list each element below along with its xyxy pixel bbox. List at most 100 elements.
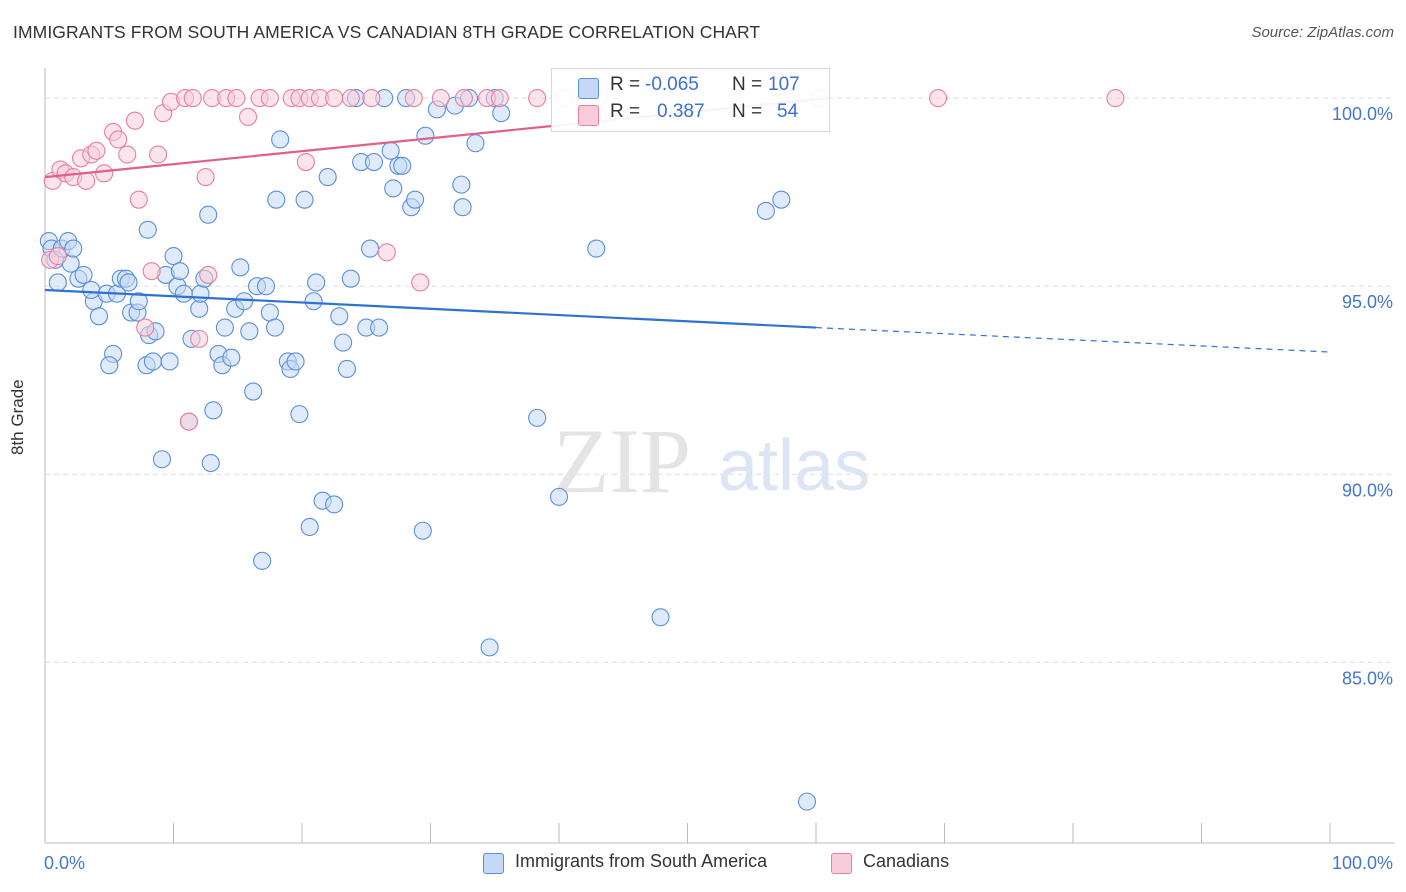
y-tick-label: 85.0% — [1342, 668, 1393, 688]
data-point — [549, 487, 569, 506]
legend-r-label: R = — [610, 101, 641, 122]
legend-r-value: 0.387 — [657, 101, 705, 122]
data-point — [201, 453, 220, 473]
data-point — [77, 171, 96, 190]
data-point — [82, 280, 101, 300]
data-point — [362, 89, 381, 108]
data-point — [190, 329, 209, 348]
data-point — [404, 89, 423, 108]
legend-label-canadians: Canadians — [863, 851, 950, 871]
source-label: Source: ZipAtlas.com — [1251, 24, 1394, 41]
legend-n-value: 54 — [777, 101, 799, 122]
y-tick-label: 95.0% — [1342, 292, 1393, 312]
data-point — [238, 107, 258, 126]
data-point — [118, 145, 137, 164]
legend-n-value: 107 — [768, 74, 800, 95]
data-point — [74, 265, 93, 284]
data-point — [325, 495, 344, 514]
data-point — [222, 348, 241, 367]
data-point — [452, 175, 471, 194]
chart-title: IMMIGRANTS FROM SOUTH AMERICA VS CANADIA… — [13, 22, 761, 42]
data-point — [413, 521, 432, 540]
data-point — [364, 153, 384, 172]
legend-r-label: R = — [610, 74, 641, 95]
data-point — [179, 412, 198, 431]
data-point — [191, 284, 210, 303]
data-point — [341, 269, 360, 288]
watermark-zip: ZIP — [553, 410, 691, 512]
data-point — [174, 284, 193, 303]
data-point — [199, 265, 218, 284]
data-point — [337, 359, 357, 379]
data-point — [341, 89, 360, 108]
data-point — [528, 89, 547, 108]
data-point — [227, 89, 246, 108]
stats-legend-row-canadians: R = 0.387 N = 54 — [552, 101, 829, 127]
data-point — [334, 333, 353, 352]
data-point — [431, 89, 450, 108]
data-point — [240, 322, 259, 341]
data-point — [196, 168, 215, 187]
data-point — [160, 352, 179, 371]
stats-legend-row-immigrants: R = -0.065 N = 107 — [552, 74, 829, 100]
data-point — [100, 356, 119, 375]
data-point — [330, 307, 349, 326]
data-point — [651, 608, 670, 627]
tick-labels: 100.0% 95.0% 90.0% 85.0% 0.0% 100.0% — [44, 104, 1393, 873]
data-point — [929, 89, 948, 108]
data-point — [492, 104, 511, 123]
data-point — [143, 352, 162, 371]
data-point — [48, 273, 67, 292]
data-point — [325, 89, 344, 108]
data-point — [286, 352, 305, 371]
data-point — [199, 205, 218, 224]
data-point — [190, 299, 209, 318]
data-point — [318, 168, 337, 187]
data-point — [244, 382, 263, 401]
data-point — [361, 239, 380, 258]
data-point — [370, 318, 389, 337]
trend-line-immigrants-projection — [815, 326, 1331, 353]
data-point — [307, 273, 326, 292]
data-point — [290, 405, 309, 424]
trend-line-immigrants — [44, 288, 817, 329]
data-point — [164, 247, 183, 266]
series-canadians-points — [41, 89, 1125, 431]
data-point — [235, 292, 254, 311]
data-point — [119, 273, 138, 292]
data-point — [265, 318, 285, 337]
y-tick-label: 100.0% — [1332, 104, 1393, 124]
data-point — [304, 292, 323, 311]
data-point — [406, 190, 425, 209]
legend-n-label: N = — [732, 74, 763, 95]
data-point — [587, 239, 606, 258]
data-point — [142, 262, 161, 281]
legend-swatch-canadians — [578, 105, 599, 126]
data-point — [256, 277, 276, 296]
grid-lines — [45, 97, 1395, 663]
data-point — [528, 408, 547, 427]
data-point — [267, 190, 286, 209]
data-point — [756, 201, 775, 221]
data-point — [300, 517, 319, 537]
data-point — [87, 141, 106, 160]
data-point — [416, 126, 435, 145]
series-immigrants-points — [39, 89, 817, 811]
data-point — [129, 292, 148, 311]
data-point — [64, 239, 83, 258]
data-point — [183, 89, 202, 108]
data-point — [149, 145, 168, 164]
legend-swatch-immigrants — [578, 78, 599, 99]
data-point — [466, 134, 485, 153]
data-point — [411, 273, 430, 292]
data-point — [253, 551, 272, 570]
data-point — [377, 243, 396, 262]
data-point — [490, 89, 509, 108]
data-point — [89, 307, 109, 326]
data-point — [129, 190, 148, 209]
axes — [44, 68, 1395, 844]
data-point — [109, 130, 128, 149]
data-point — [95, 164, 114, 183]
legend-r-value: -0.065 — [645, 74, 699, 95]
